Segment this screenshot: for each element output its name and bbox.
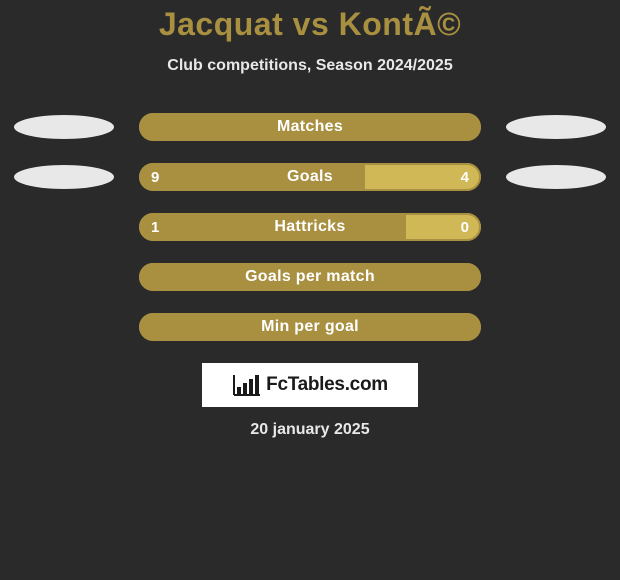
- page-title: Jacquat vs KontÃ©: [0, 6, 620, 43]
- stat-bar-matches: Matches: [139, 113, 481, 141]
- stat-row-min-per-goal: Min per goal: [0, 313, 620, 341]
- stat-value-right: 4: [461, 163, 469, 191]
- stat-row-hattricks: 1 Hattricks 0: [0, 213, 620, 241]
- stat-bar-hattricks: 1 Hattricks 0: [139, 213, 481, 241]
- infographic-container: Jacquat vs KontÃ© Club competitions, Sea…: [0, 0, 620, 580]
- stat-bar-goals: 9 Goals 4: [139, 163, 481, 191]
- stat-row-matches: Matches: [0, 113, 620, 141]
- stat-label: Hattricks: [139, 213, 481, 241]
- logo-box: FcTables.com: [202, 363, 418, 407]
- stat-label: Min per goal: [139, 313, 481, 341]
- stat-label: Goals: [139, 163, 481, 191]
- footer-date: 20 january 2025: [0, 421, 620, 439]
- player-right-ellipse: [506, 115, 606, 139]
- player-right-ellipse: [506, 165, 606, 189]
- logo-text: FcTables.com: [266, 374, 388, 396]
- stat-value-right: 0: [461, 213, 469, 241]
- stat-label: Goals per match: [139, 263, 481, 291]
- stat-bar-goals-per-match: Goals per match: [139, 263, 481, 291]
- player-left-ellipse: [14, 115, 114, 139]
- stat-label: Matches: [139, 113, 481, 141]
- stat-bar-min-per-goal: Min per goal: [139, 313, 481, 341]
- stat-row-goals-per-match: Goals per match: [0, 263, 620, 291]
- stat-row-goals: 9 Goals 4: [0, 163, 620, 191]
- bar-chart-icon: [232, 373, 262, 397]
- page-subtitle: Club competitions, Season 2024/2025: [0, 57, 620, 75]
- logo: FcTables.com: [232, 373, 388, 397]
- player-left-ellipse: [14, 165, 114, 189]
